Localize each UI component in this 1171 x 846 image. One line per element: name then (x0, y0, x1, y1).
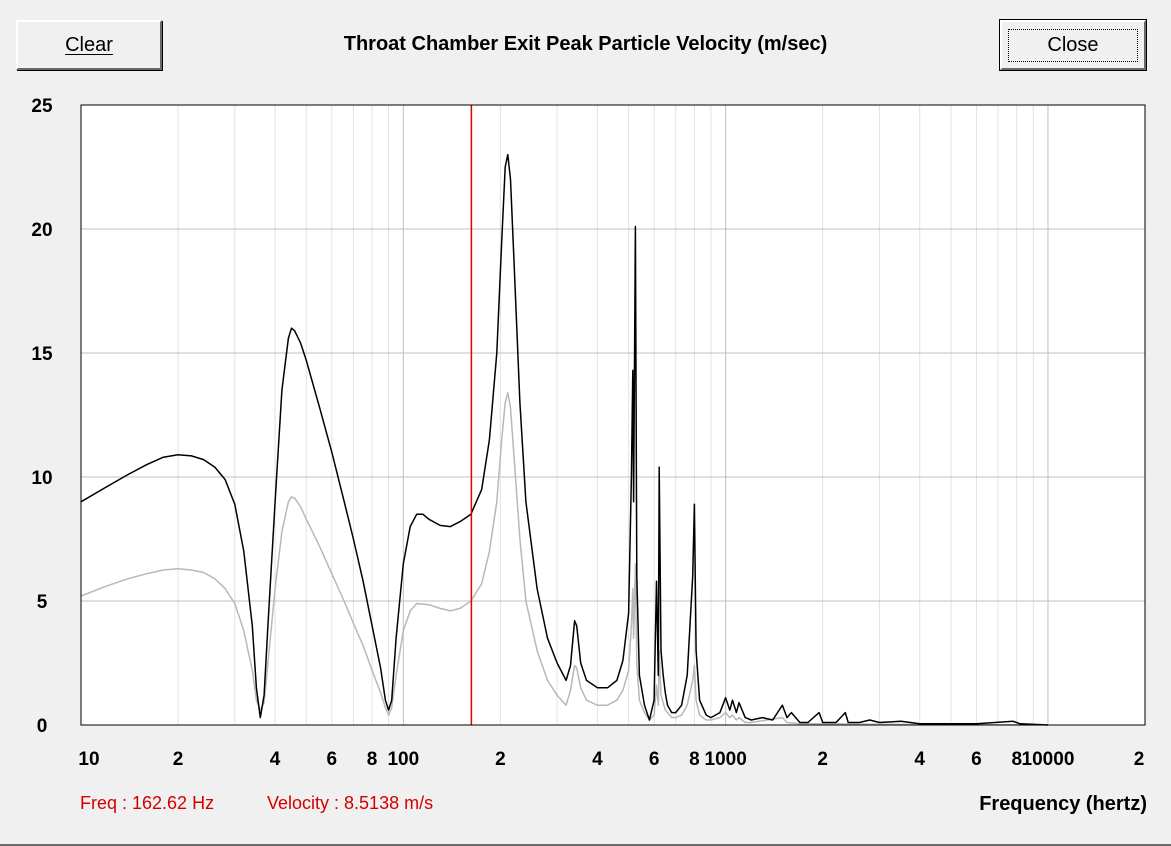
x-tick-label: 4 (592, 749, 603, 770)
x-tick-label: 2 (817, 749, 828, 770)
series-line (80, 153, 1049, 726)
x-tick-label: 8 (1011, 749, 1022, 770)
x-tick-label: 10 (78, 749, 99, 770)
frequency-readout: Freq : 162.62 Hz (80, 793, 215, 813)
series-layer (80, 153, 1049, 726)
y-tick-label: 5 (37, 592, 48, 613)
x-axis-title: Frequency (hertz) (979, 793, 1147, 815)
close-button[interactable]: Close (999, 19, 1147, 71)
y-tick-label: 15 (31, 344, 53, 365)
x-tick-label: 2 (173, 749, 184, 770)
close-button-label: Close (1047, 33, 1099, 56)
x-tick-label: 8 (367, 749, 378, 770)
grid-lines (81, 105, 1146, 725)
window-bottom-border (0, 844, 1171, 846)
chart-title: Throat Chamber Exit Peak Particle Veloci… (343, 33, 828, 55)
y-tick-label: 10 (31, 468, 52, 489)
plot-frame (80, 104, 1146, 726)
y-tick-label: 25 (31, 96, 53, 117)
clear-button[interactable]: Clear (16, 20, 162, 70)
x-tick-label: 6 (649, 749, 660, 770)
y-tick-label: 0 (37, 716, 48, 737)
series-line (80, 391, 1049, 726)
x-tick-label: 10000 (1022, 749, 1075, 770)
plot-area[interactable] (80, 104, 1146, 726)
clear-button-label: Clear (65, 33, 113, 56)
x-tick-label: 6 (327, 749, 338, 770)
y-tick-label: 20 (31, 220, 52, 241)
velocity-readout: Velocity : 8.5138 m/s (267, 793, 434, 813)
x-tick-label: 1000 (705, 749, 747, 770)
x-tick-label: 4 (914, 749, 925, 770)
x-tick-label: 6 (971, 749, 982, 770)
x-tick-label: 100 (387, 749, 419, 770)
x-tick-label: 8 (689, 749, 700, 770)
x-tick-label: 4 (270, 749, 281, 770)
x-tick-label: 2 (495, 749, 506, 770)
x-tick-label: 2 (1134, 749, 1145, 770)
